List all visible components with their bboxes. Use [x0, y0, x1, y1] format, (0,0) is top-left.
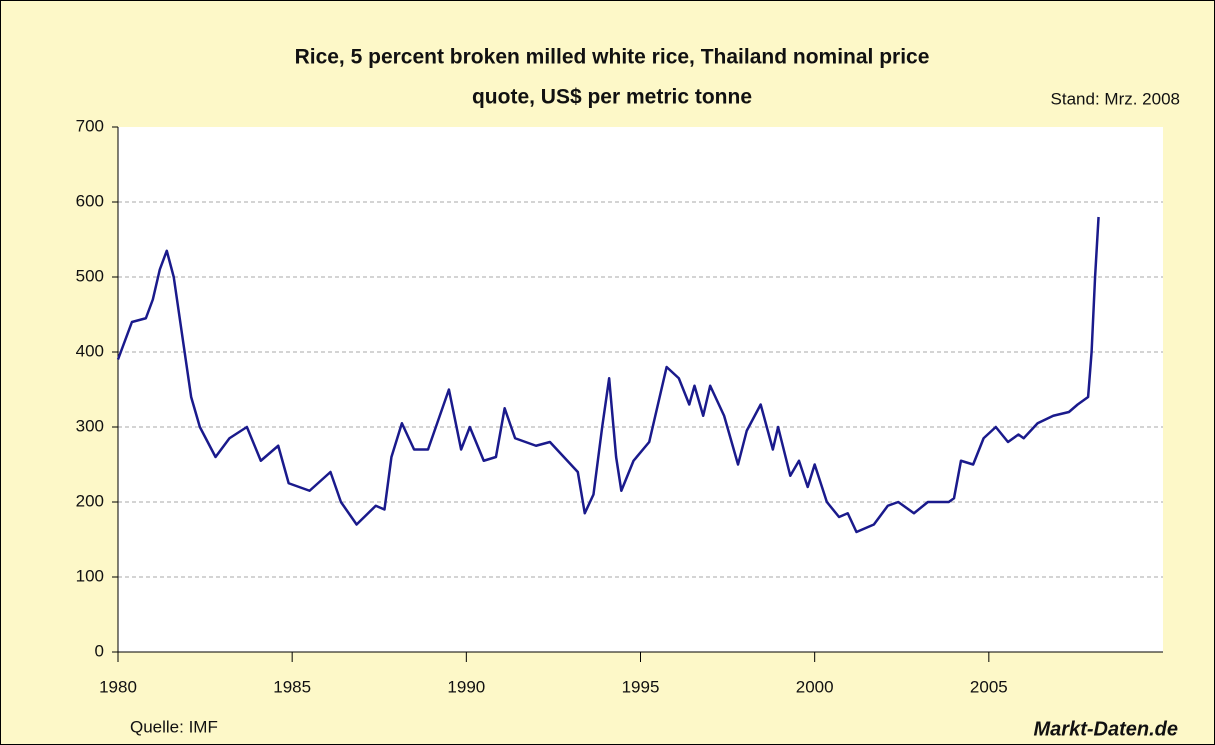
x-tick-label: 2000: [796, 677, 834, 696]
y-tick-label: 300: [76, 416, 104, 435]
x-tick-label: 1995: [622, 677, 660, 696]
brand: Markt-Daten.de: [1034, 718, 1178, 740]
y-tick-label: 100: [76, 566, 104, 585]
y-tick-label: 400: [76, 341, 104, 360]
chart-title: Rice, 5 percent broken milled white rice…: [295, 46, 930, 69]
x-tick-label: 1990: [447, 677, 485, 696]
note: Stand: Mrz. 2008: [1051, 89, 1180, 108]
plot-area: [118, 127, 1163, 652]
y-tick-label: 0: [95, 641, 104, 660]
x-tick-label: 1985: [273, 677, 311, 696]
x-tick-label: 2005: [970, 677, 1008, 696]
y-tick-label: 200: [76, 491, 104, 510]
source: Quelle: IMF: [130, 717, 218, 736]
y-tick-label: 700: [76, 116, 104, 135]
price-line: [116, 216, 1100, 534]
x-tick-label: 1980: [99, 677, 137, 696]
chart-title: quote, US$ per metric tonne: [472, 86, 752, 109]
y-tick-label: 500: [76, 266, 104, 285]
y-tick-label: 600: [76, 191, 104, 210]
